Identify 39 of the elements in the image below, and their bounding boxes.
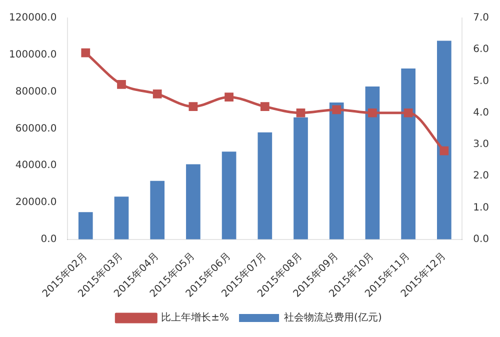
bar xyxy=(401,68,416,240)
bar xyxy=(222,152,236,240)
y2-tick-label: 6.0 xyxy=(473,44,490,56)
y-tick-label: 60000.0 xyxy=(15,123,57,134)
bar xyxy=(437,40,452,240)
bar xyxy=(294,117,308,240)
point xyxy=(152,89,162,98)
bar xyxy=(258,132,272,240)
point xyxy=(188,102,198,111)
bar xyxy=(329,102,344,240)
y2-tick-label: 3.0 xyxy=(473,139,490,150)
bar xyxy=(78,212,93,240)
bar xyxy=(150,180,165,240)
y-tick-label: 100000.0 xyxy=(8,49,57,60)
y2-tick-label: 0.0 xyxy=(473,234,490,245)
bar xyxy=(114,196,129,240)
y2-tick-label: 4.0 xyxy=(473,107,490,118)
bar xyxy=(365,86,380,240)
point xyxy=(260,102,270,111)
y-tick-label: 0.0 xyxy=(40,234,57,245)
point xyxy=(81,48,90,58)
y2-tick-label: 2.0 xyxy=(473,170,490,182)
point xyxy=(440,146,449,156)
point xyxy=(404,108,413,118)
point xyxy=(117,80,126,89)
legend-label: 社会物流总费用(亿元) xyxy=(284,312,382,324)
y-tick-label: 20000.0 xyxy=(15,197,57,208)
point xyxy=(224,92,234,102)
y-tick-label: 80000.0 xyxy=(15,86,57,98)
legend-label: 比上年增长±% xyxy=(161,312,230,324)
point xyxy=(368,108,377,118)
y2-tick-label: 1.0 xyxy=(473,202,490,214)
y-tick-label: 120000.0 xyxy=(8,12,57,24)
point xyxy=(296,108,306,118)
point xyxy=(332,105,342,114)
bar xyxy=(186,164,200,240)
y2-tick-label: 7.0 xyxy=(473,12,490,24)
y-tick-label: 40000.0 xyxy=(15,160,57,172)
y2-tick-label: 5.0 xyxy=(473,76,490,87)
